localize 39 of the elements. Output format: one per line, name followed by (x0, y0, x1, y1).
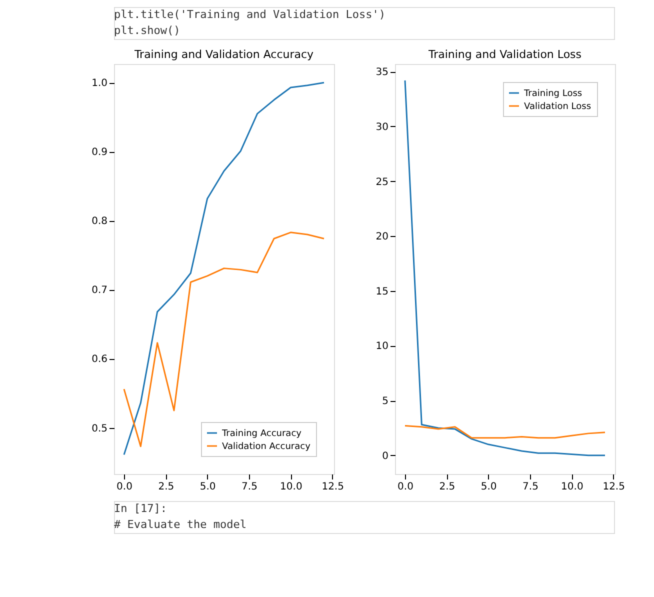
y-tick-label: 0.7 (92, 285, 108, 296)
y-tick-label: 15 (376, 286, 388, 298)
legend-label: Training Loss (523, 89, 582, 99)
x-tick-label: 7.5 (522, 482, 538, 492)
text: plt.title('Training and Validation Loss') (114, 8, 386, 21)
text: plt.show() (114, 24, 180, 37)
x-tick-label: 0.0 (116, 482, 132, 492)
chart-title: Training and Validation Loss (427, 48, 582, 61)
x-tick-label: 10.0 (280, 482, 302, 492)
x-tick-label: 12.5 (602, 482, 625, 492)
y-tick-label: 25 (376, 176, 388, 188)
y-tick-label: 1.0 (92, 78, 108, 90)
y-tick-label: 0.9 (92, 147, 108, 158)
y-tick-label: 30 (376, 122, 388, 133)
x-tick-label: 12.5 (322, 482, 344, 492)
y-tick-label: 20 (376, 232, 388, 243)
x-tick-label: 0.0 (398, 482, 414, 492)
text: # Evaluate the model (114, 518, 246, 531)
legend-label: Validation Accuracy (222, 442, 312, 452)
y-tick-label: 0.5 (92, 423, 108, 434)
x-tick-label: 5.0 (200, 482, 216, 492)
y-tick-label: 0.8 (92, 216, 108, 228)
x-tick-label: 5.0 (480, 482, 497, 492)
line-series (123, 82, 325, 456)
y-tick-label: 0.6 (92, 354, 108, 366)
x-tick-label: 10.0 (561, 482, 584, 492)
chart-title: Training and Validation Accuracy (133, 48, 314, 61)
x-tick-label: 2.5 (439, 482, 456, 492)
y-tick-label: 10 (376, 341, 388, 352)
x-tick-label: 2.5 (158, 482, 174, 492)
legend-label: Validation Loss (524, 102, 592, 112)
line-series (404, 80, 606, 456)
y-tick-label: 35 (376, 67, 388, 78)
y-tick-label: 0 (382, 450, 388, 462)
text: In [17]: (114, 502, 167, 515)
y-tick-label: 5 (382, 396, 388, 408)
line-series (404, 425, 606, 439)
legend-label: Training Accuracy (221, 429, 302, 439)
x-tick-label: 7.5 (242, 482, 258, 492)
